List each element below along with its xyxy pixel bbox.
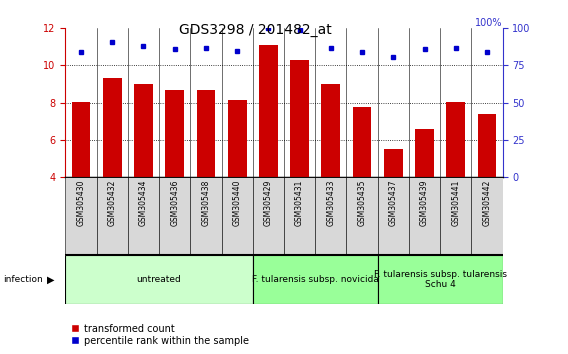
Bar xyxy=(222,177,253,255)
Text: F. tularensis subsp. novicida: F. tularensis subsp. novicida xyxy=(252,275,379,284)
Text: GSM305435: GSM305435 xyxy=(358,179,366,226)
Text: GSM305442: GSM305442 xyxy=(483,179,491,226)
Text: GSM305433: GSM305433 xyxy=(327,179,335,226)
Bar xyxy=(253,177,284,255)
Bar xyxy=(353,107,371,177)
Text: GSM305439: GSM305439 xyxy=(420,179,429,226)
Bar xyxy=(103,79,122,177)
Text: GSM305431: GSM305431 xyxy=(295,179,304,226)
Bar xyxy=(259,45,278,177)
Bar xyxy=(72,102,90,177)
Text: untreated: untreated xyxy=(137,275,181,284)
Text: GSM305432: GSM305432 xyxy=(108,179,116,226)
Text: GSM305441: GSM305441 xyxy=(452,179,460,226)
Bar xyxy=(134,84,153,177)
Text: GDS3298 / 201482_at: GDS3298 / 201482_at xyxy=(179,23,332,37)
Text: GSM305440: GSM305440 xyxy=(233,179,241,226)
Bar xyxy=(197,90,215,177)
Text: 100%: 100% xyxy=(475,18,503,28)
Text: GSM305434: GSM305434 xyxy=(139,179,148,226)
Text: F. tularensis subsp. tularensis
Schu 4: F. tularensis subsp. tularensis Schu 4 xyxy=(374,270,507,289)
Text: GSM305429: GSM305429 xyxy=(264,179,273,226)
Text: GSM305430: GSM305430 xyxy=(77,179,85,226)
Bar xyxy=(315,177,346,255)
Text: GSM305437: GSM305437 xyxy=(389,179,398,226)
Bar xyxy=(321,84,340,177)
Bar xyxy=(478,114,496,177)
Text: GSM305438: GSM305438 xyxy=(202,179,210,226)
Bar xyxy=(228,100,247,177)
Bar xyxy=(415,129,434,177)
Bar xyxy=(378,255,503,304)
Bar xyxy=(253,255,378,304)
Bar xyxy=(384,149,403,177)
Legend: transformed count, percentile rank within the sample: transformed count, percentile rank withi… xyxy=(70,324,249,346)
Bar xyxy=(97,177,128,255)
Text: GSM305436: GSM305436 xyxy=(170,179,179,226)
Bar xyxy=(346,177,378,255)
Bar xyxy=(190,177,222,255)
Bar xyxy=(409,177,440,255)
Bar xyxy=(284,177,315,255)
Bar xyxy=(165,90,184,177)
Bar xyxy=(446,102,465,177)
Bar xyxy=(159,177,190,255)
Bar xyxy=(128,177,159,255)
Bar xyxy=(65,177,97,255)
Bar xyxy=(290,60,309,177)
Bar xyxy=(440,177,471,255)
Bar xyxy=(378,177,409,255)
Text: infection: infection xyxy=(3,275,43,284)
Text: ▶: ▶ xyxy=(47,275,55,285)
Bar xyxy=(65,255,253,304)
Bar xyxy=(471,177,503,255)
